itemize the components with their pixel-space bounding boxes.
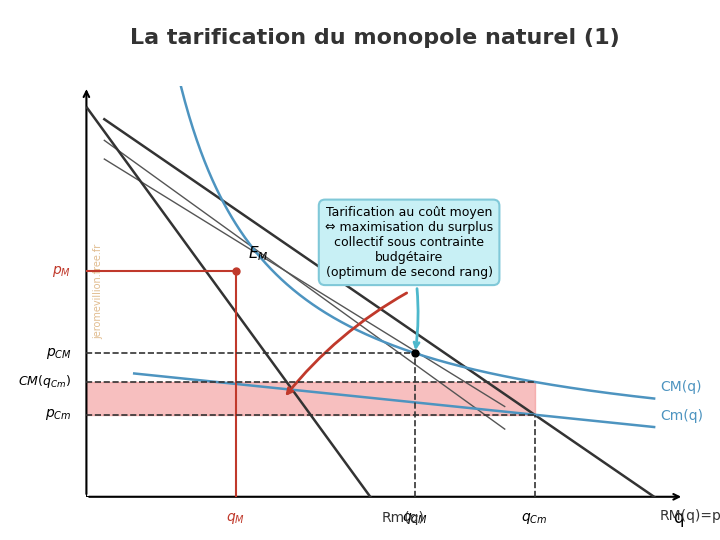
Text: $q_{Cm}$: $q_{Cm}$: [521, 511, 548, 526]
Text: La tarification du monopole naturel (1): La tarification du monopole naturel (1): [130, 28, 619, 48]
Text: Rm(q): Rm(q): [382, 511, 425, 525]
Text: Tarification au coût moyen
⇔ maximisation du surplus
collectif sous contrainte
b: Tarification au coût moyen ⇔ maximisatio…: [325, 206, 493, 347]
Text: $q_{CM}$: $q_{CM}$: [402, 511, 428, 526]
Text: Cm(q): Cm(q): [660, 409, 703, 423]
Text: $p_{Cm}$: $p_{Cm}$: [45, 407, 71, 422]
Text: $E_M$: $E_M$: [248, 244, 269, 263]
Text: q: q: [672, 509, 683, 527]
Text: jeromevillion.free.fr: jeromevillion.free.fr: [94, 244, 104, 339]
Text: $p_M$: $p_M$: [53, 264, 71, 279]
Text: $q_M$: $q_M$: [226, 511, 246, 526]
Text: $p_{CM}$: $p_{CM}$: [45, 346, 71, 361]
Text: CM(q): CM(q): [660, 380, 701, 394]
Text: $CM(q_{Cm})$: $CM(q_{Cm})$: [18, 373, 71, 390]
Polygon shape: [86, 382, 534, 415]
Text: RM(q)=p(q): RM(q)=p(q): [660, 509, 720, 523]
